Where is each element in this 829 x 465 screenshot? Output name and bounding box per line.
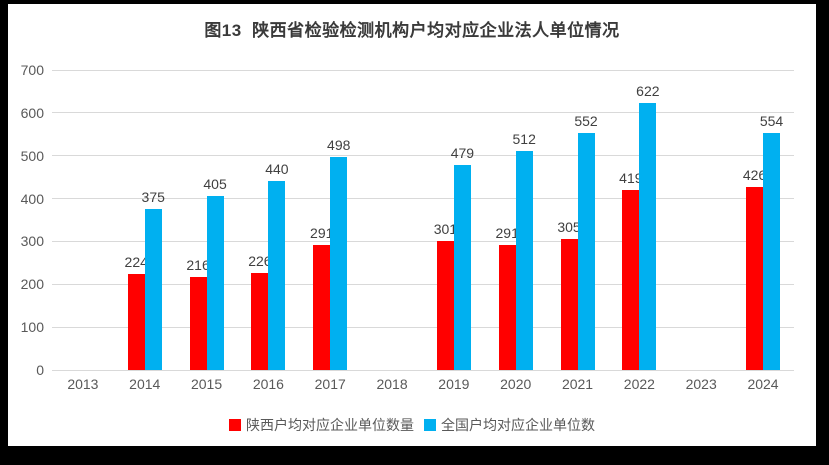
x-axis-tick-2020: 2020 bbox=[500, 376, 532, 392]
y-axis-tick-600: 600 bbox=[20, 104, 44, 121]
value-label-shaanxi-2017: 291 bbox=[310, 225, 334, 242]
value-label-shaanxi-2024: 426 bbox=[742, 167, 767, 184]
bar-national-2022 bbox=[639, 103, 657, 370]
x-axis-tick-2023: 2023 bbox=[685, 376, 717, 392]
x-axis-tick-2021: 2021 bbox=[561, 376, 594, 392]
chart-title: 图13 陕西省检验检测机构户均对应企业法人单位情况 bbox=[204, 21, 620, 40]
bar-group-2023 bbox=[670, 70, 732, 370]
value-label-national-2022: 622 bbox=[636, 83, 660, 100]
value-label-shaanxi-2019: 301 bbox=[433, 221, 458, 237]
bar-group-2015: 216 405 bbox=[176, 70, 238, 370]
value-label-shaanxi-2020: 291 bbox=[495, 225, 519, 242]
value-label-shaanxi-2014: 224 bbox=[124, 254, 148, 270]
value-label-shaanxi-2021: 305 bbox=[557, 219, 581, 236]
gridline-100 bbox=[52, 326, 794, 328]
bar-national-2017 bbox=[330, 156, 348, 370]
bar-group-2021: 305 552 bbox=[547, 70, 609, 370]
y-axis-tick-100: 100 bbox=[20, 319, 44, 336]
bar-group-2019: 301 479 bbox=[423, 70, 485, 370]
bar-shaanxi-2015 bbox=[189, 277, 207, 370]
legend: 陕西户均对应企业单位数量 全国户均对应企业单位数 bbox=[8, 415, 816, 435]
value-label-national-2017: 498 bbox=[327, 136, 351, 153]
chart-background: 图13 陕西省检验检测机构户均对应企业法人单位情况 224 375 216 405 22… bbox=[8, 4, 816, 446]
bar-shaanxi-2020 bbox=[498, 245, 516, 370]
gridline-600 bbox=[52, 112, 794, 114]
bar-shaanxi-2017 bbox=[313, 245, 331, 370]
bar-national-2020 bbox=[515, 150, 533, 370]
x-axis-tick-2024: 2024 bbox=[747, 376, 779, 392]
bar-group-2022: 419 622 bbox=[608, 70, 670, 370]
y-axis-tick-0: 0 bbox=[36, 362, 44, 378]
bar-groups: 224 375 216 405 226 440 291 498 301 479 291 512 305 5… bbox=[52, 70, 794, 370]
bar-group-2020: 291 512 bbox=[485, 70, 547, 370]
bar-group-2016: 226 440 bbox=[237, 70, 299, 370]
gridline-700 bbox=[52, 69, 794, 71]
bar-national-2016 bbox=[268, 181, 286, 370]
x-axis-tick-2015: 2015 bbox=[190, 376, 223, 392]
y-axis-tick-700: 700 bbox=[20, 62, 44, 78]
bar-group-2014: 224 375 bbox=[114, 70, 176, 370]
value-label-shaanxi-2015: 216 bbox=[186, 257, 210, 274]
x-axis-tick-2022: 2022 bbox=[623, 376, 655, 392]
gridline-400 bbox=[52, 198, 794, 200]
bar-national-2014 bbox=[144, 209, 162, 370]
value-label-national-2014: 375 bbox=[141, 189, 165, 206]
bar-shaanxi-2019 bbox=[436, 241, 454, 370]
value-label-national-2015: 405 bbox=[203, 176, 227, 193]
x-axis-tick-2014: 2014 bbox=[129, 376, 161, 392]
legend-label-national: 全国户均对应企业单位数 bbox=[441, 417, 595, 433]
bar-group-2018 bbox=[361, 70, 423, 370]
value-label-shaanxi-2016: 226 bbox=[248, 253, 272, 270]
y-axis-tick-200: 200 bbox=[20, 276, 44, 293]
legend-swatch-national bbox=[424, 419, 436, 431]
legend-swatch-shaanxi bbox=[229, 419, 241, 431]
bar-shaanxi-2022 bbox=[622, 190, 640, 370]
bar-shaanxi-2014 bbox=[127, 274, 145, 370]
value-label-national-2016: 440 bbox=[265, 161, 289, 178]
bar-shaanxi-2024 bbox=[746, 187, 764, 370]
bar-group-2024: 426 554 bbox=[732, 70, 794, 370]
value-label-national-2024: 554 bbox=[759, 112, 784, 129]
bar-shaanxi-2021 bbox=[560, 239, 578, 370]
y-axis-tick-500: 500 bbox=[20, 147, 44, 164]
x-axis-tick-2016: 2016 bbox=[252, 376, 284, 392]
x-axis-tick-2017: 2017 bbox=[314, 376, 346, 392]
bar-shaanxi-2016 bbox=[251, 273, 269, 370]
x-axis-tick-2013: 2013 bbox=[67, 376, 99, 392]
value-label-shaanxi-2022: 419 bbox=[619, 170, 643, 187]
bar-national-2021 bbox=[577, 133, 595, 370]
gridline-500 bbox=[52, 155, 794, 157]
bar-national-2024 bbox=[763, 132, 781, 370]
bar-national-2015 bbox=[206, 196, 224, 370]
value-label-national-2021: 552 bbox=[574, 113, 598, 130]
gridline-200 bbox=[52, 283, 794, 285]
bar-group-2017: 291 498 bbox=[299, 70, 361, 370]
x-axis-tick-2018: 2018 bbox=[376, 376, 408, 392]
legend-item-shaanxi: 陕西户均对应企业单位数量 bbox=[229, 415, 414, 435]
bar-national-2019 bbox=[453, 164, 471, 370]
value-label-national-2020: 512 bbox=[512, 130, 536, 147]
y-axis-tick-300: 300 bbox=[20, 233, 44, 250]
y-axis-tick-400: 400 bbox=[20, 190, 44, 207]
gridline-0 bbox=[52, 369, 794, 371]
x-axis-tick-2019: 2019 bbox=[438, 376, 470, 392]
plot-area: 224 375 216 405 226 440 291 498 301 479 291 512 305 5… bbox=[21, 62, 794, 378]
legend-item-national: 全国户均对应企业单位数 bbox=[424, 415, 595, 435]
gridline-300 bbox=[52, 240, 794, 242]
x-axis: 2013 2014 2015 2016 2017 2018 2019 2020 2021 2022… bbox=[52, 376, 794, 392]
value-label-national-2019: 479 bbox=[450, 144, 475, 161]
legend-label-shaanxi: 陕西户均对应企业单位数量 bbox=[246, 417, 414, 433]
bar-group-2013 bbox=[52, 70, 114, 370]
